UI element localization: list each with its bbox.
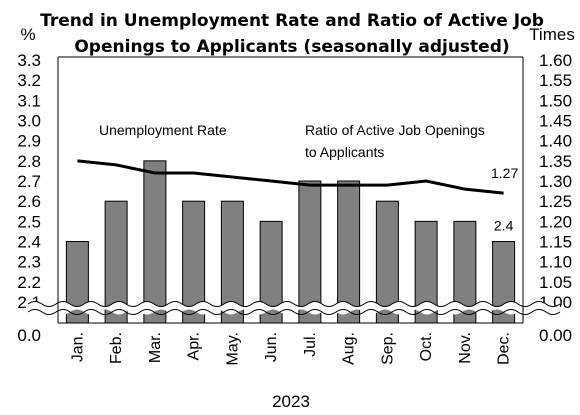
x-category-label: Aug. [341, 332, 358, 365]
right-tick-label: 1.60 [539, 51, 572, 70]
x-category-label: Oct. [418, 332, 435, 361]
left-tick-label: 2.4 [17, 233, 41, 252]
left-tick-label: 2.5 [17, 212, 41, 231]
left-tick-label: 2.9 [17, 132, 41, 151]
left-tick-label: 2.2 [17, 273, 41, 292]
axis-break-line-bottom [27, 309, 561, 315]
x-category-label: Jun. [263, 332, 280, 362]
chart-title-line-2: Openings to Applicants (seasonally adjus… [74, 37, 509, 57]
left-tick-label: 2.8 [17, 152, 41, 171]
bar-series-label: Unemployment Rate [99, 122, 227, 138]
x-axis-categories: Jan. Feb. Mar. Apr. May. Jun. Jul. Aug. Sep. Oct.… [69, 332, 512, 365]
right-tick-label: 1.25 [539, 192, 572, 211]
left-tick-label: 2.7 [17, 172, 41, 191]
last-bar-value-label: 2.4 [494, 218, 514, 234]
x-category-label: Apr. [186, 332, 203, 360]
left-tick-label: 3.1 [17, 91, 41, 110]
right-tick-label: 1.30 [539, 172, 572, 191]
left-tick-label: 3.0 [17, 112, 41, 131]
right-tick-label-zero: 0.00 [539, 326, 572, 345]
right-tick-label: 1.10 [539, 253, 572, 272]
axis-break [27, 301, 561, 315]
axis-break-band [28, 301, 560, 315]
line-series-label-1: Ratio of Active Job Openings [305, 122, 485, 138]
right-tick-label: 1.20 [539, 212, 572, 231]
x-category-label: Nov. [457, 332, 474, 364]
right-tick-label: 1.50 [539, 91, 572, 110]
left-axis-unit: % [20, 25, 35, 44]
x-category-label: Dec. [496, 332, 513, 365]
x-category-label: Feb. [108, 332, 125, 364]
right-tick-label: 1.15 [539, 233, 572, 252]
right-tick-label: 1.45 [539, 112, 572, 131]
right-tick-label: 1.55 [539, 71, 572, 90]
chart-title-line-1: Trend in Unemployment Rate and Ratio of … [40, 11, 544, 31]
x-category-label: Mar. [147, 332, 164, 363]
ratio-line [77, 159, 504, 195]
right-tick-label: 1.05 [539, 273, 572, 292]
right-tick-label: 1.35 [539, 152, 572, 171]
left-axis-ticks: 3.33.23.13.02.92.82.72.62.52.42.32.22.10… [17, 51, 41, 345]
x-axis-label: 2023 [272, 392, 310, 411]
left-tick-label: 3.2 [17, 71, 41, 90]
last-line-value-label: 1.27 [491, 165, 518, 181]
x-category-label: Jul. [302, 332, 319, 357]
bar-mar [143, 160, 167, 324]
right-axis-unit: Times [529, 25, 575, 44]
x-category-label: Jan. [69, 332, 86, 362]
right-axis-ticks: 1.601.551.50 1.451.401.351.301.251.20 1.15… [539, 51, 572, 345]
left-tick-label: 3.3 [17, 51, 41, 70]
right-tick-label: 1.40 [539, 132, 572, 151]
line-series-label-2: to Applicants [305, 144, 384, 160]
x-category-label: Sep. [379, 332, 396, 365]
left-tick-label: 2.3 [17, 253, 41, 272]
left-tick-label-zero: 0.0 [17, 326, 41, 345]
x-category-label: May. [224, 332, 241, 365]
left-tick-label: 2.6 [17, 192, 41, 211]
axis-break-line-top [27, 301, 561, 307]
